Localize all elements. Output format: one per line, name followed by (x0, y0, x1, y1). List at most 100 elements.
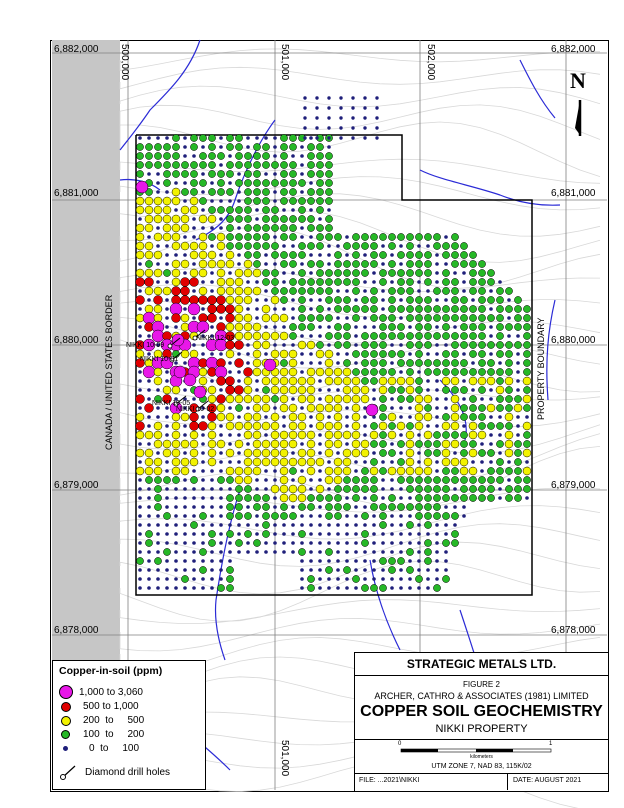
sample-navy (417, 370, 421, 374)
sample-navy (138, 388, 142, 392)
sample-green (154, 395, 162, 403)
sample-green (235, 494, 243, 502)
sample-green (442, 494, 450, 502)
sample-yellow (333, 367, 343, 377)
sample-yellow (243, 295, 253, 305)
sample-navy (345, 442, 349, 446)
sample-navy (174, 541, 178, 545)
sample-green (226, 503, 234, 511)
sample-yellow (180, 412, 190, 422)
sample-navy (291, 541, 295, 545)
sample-green (289, 224, 297, 232)
sample-yellow (270, 349, 280, 359)
sample-navy (327, 541, 331, 545)
sample-green (469, 287, 477, 295)
sample-navy (165, 496, 169, 500)
sample-red (225, 385, 235, 395)
sample-navy (156, 226, 160, 230)
sample-navy (138, 334, 142, 338)
sample-navy (417, 586, 421, 590)
sample-navy (339, 126, 343, 130)
sample-yellow (351, 385, 361, 395)
sample-yellow (171, 421, 181, 431)
sample-navy (201, 586, 205, 590)
projection: UTM ZONE 7, NAD 83, 115K/02 (431, 763, 532, 770)
sample-yellow (252, 412, 262, 422)
sample-green (370, 233, 378, 241)
sample-green (370, 341, 378, 349)
sample-green (289, 287, 297, 295)
sample-green (217, 206, 225, 214)
sample-navy (156, 388, 160, 392)
sample-green (298, 548, 306, 556)
sample-green (478, 332, 486, 340)
sample-yellow (243, 421, 253, 431)
sample-navy (273, 532, 277, 536)
sample-green (298, 323, 306, 331)
sample-navy (264, 433, 268, 437)
sample-navy (138, 478, 142, 482)
sample-green (325, 566, 333, 574)
sample-green (505, 485, 513, 493)
sample-green (325, 494, 333, 502)
sample-navy (462, 280, 466, 284)
sample-yellow (189, 241, 199, 251)
sample-yellow (180, 205, 190, 215)
sample-navy (525, 496, 529, 500)
sample-red (189, 421, 199, 431)
legend-item-red: 500 to 1,000 (61, 701, 139, 712)
sample-green (469, 269, 477, 277)
sample-navy (174, 505, 178, 509)
sample-navy (174, 325, 178, 329)
sample-navy (363, 496, 367, 500)
sample-navy (300, 370, 304, 374)
sample-red (180, 295, 190, 305)
sample-red (225, 313, 235, 323)
sample-navy (228, 523, 232, 527)
sample-green (361, 260, 369, 268)
sample-yellow (135, 241, 145, 251)
sample-navy (489, 415, 493, 419)
sample-green (208, 143, 216, 151)
sample-navy (201, 469, 205, 473)
sample-navy (165, 253, 169, 257)
sample-navy (426, 586, 430, 590)
sample-green (262, 188, 270, 196)
sample-navy (444, 397, 448, 401)
sample-yellow (288, 367, 298, 377)
sample-navy (363, 106, 367, 110)
sample-green (487, 494, 495, 502)
sample-navy (309, 550, 313, 554)
sample-navy (462, 352, 466, 356)
sample-yellow (405, 376, 415, 386)
sample-yellow (252, 421, 262, 431)
sample-green (478, 350, 486, 358)
sample-yellow (450, 457, 460, 467)
sample-green (307, 287, 315, 295)
sample-navy (435, 424, 439, 428)
sample-yellow (234, 286, 244, 296)
contour-line (119, 618, 601, 652)
sample-navy (354, 469, 358, 473)
sample-navy (291, 478, 295, 482)
sample-green (280, 233, 288, 241)
sample-green (334, 251, 342, 259)
sample-navy (435, 532, 439, 536)
scale-bar (400, 748, 552, 753)
sample-yellow (324, 394, 334, 404)
sample-navy (201, 406, 205, 410)
sample-navy (363, 136, 367, 140)
sample-navy (462, 424, 466, 428)
sample-magenta (169, 302, 183, 316)
sample-navy (291, 271, 295, 275)
sample-yellow (306, 376, 316, 386)
sample-green (433, 503, 441, 511)
sample-green (217, 179, 225, 187)
sample-green (460, 341, 468, 349)
sample-yellow (324, 376, 334, 386)
sample-green (415, 440, 423, 448)
sample-green (406, 521, 414, 529)
sample-yellow (486, 376, 496, 386)
sample-green (190, 179, 198, 187)
sample-navy (381, 568, 385, 572)
